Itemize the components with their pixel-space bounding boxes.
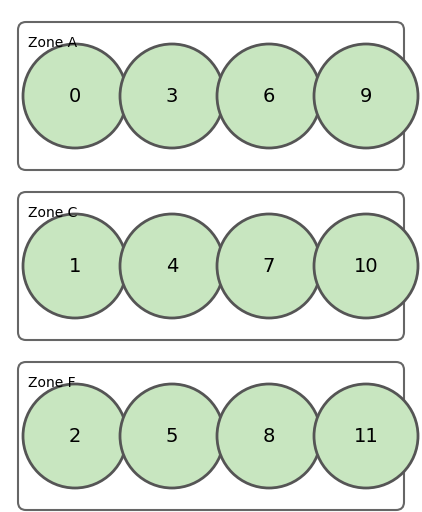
- Text: 3: 3: [166, 87, 178, 105]
- Ellipse shape: [314, 44, 418, 148]
- Ellipse shape: [314, 214, 418, 318]
- Text: Zone C: Zone C: [28, 206, 77, 220]
- Ellipse shape: [23, 214, 127, 318]
- Text: 5: 5: [166, 426, 178, 445]
- Text: 6: 6: [263, 87, 275, 105]
- Text: 10: 10: [354, 257, 378, 275]
- Text: 0: 0: [69, 87, 81, 105]
- Ellipse shape: [120, 384, 224, 488]
- Ellipse shape: [217, 44, 321, 148]
- FancyBboxPatch shape: [18, 362, 404, 510]
- Ellipse shape: [23, 384, 127, 488]
- Text: 2: 2: [69, 426, 81, 445]
- Ellipse shape: [120, 44, 224, 148]
- Text: Zone F: Zone F: [28, 376, 76, 390]
- Ellipse shape: [217, 214, 321, 318]
- FancyBboxPatch shape: [18, 22, 404, 170]
- Ellipse shape: [120, 214, 224, 318]
- Ellipse shape: [314, 384, 418, 488]
- Text: 7: 7: [263, 257, 275, 275]
- Text: 1: 1: [69, 257, 81, 275]
- FancyBboxPatch shape: [18, 192, 404, 340]
- Text: 8: 8: [263, 426, 275, 445]
- Text: 11: 11: [354, 426, 379, 445]
- Text: 9: 9: [360, 87, 372, 105]
- Text: Zone A: Zone A: [28, 36, 77, 50]
- Ellipse shape: [23, 44, 127, 148]
- Ellipse shape: [217, 384, 321, 488]
- Text: 4: 4: [166, 257, 178, 275]
